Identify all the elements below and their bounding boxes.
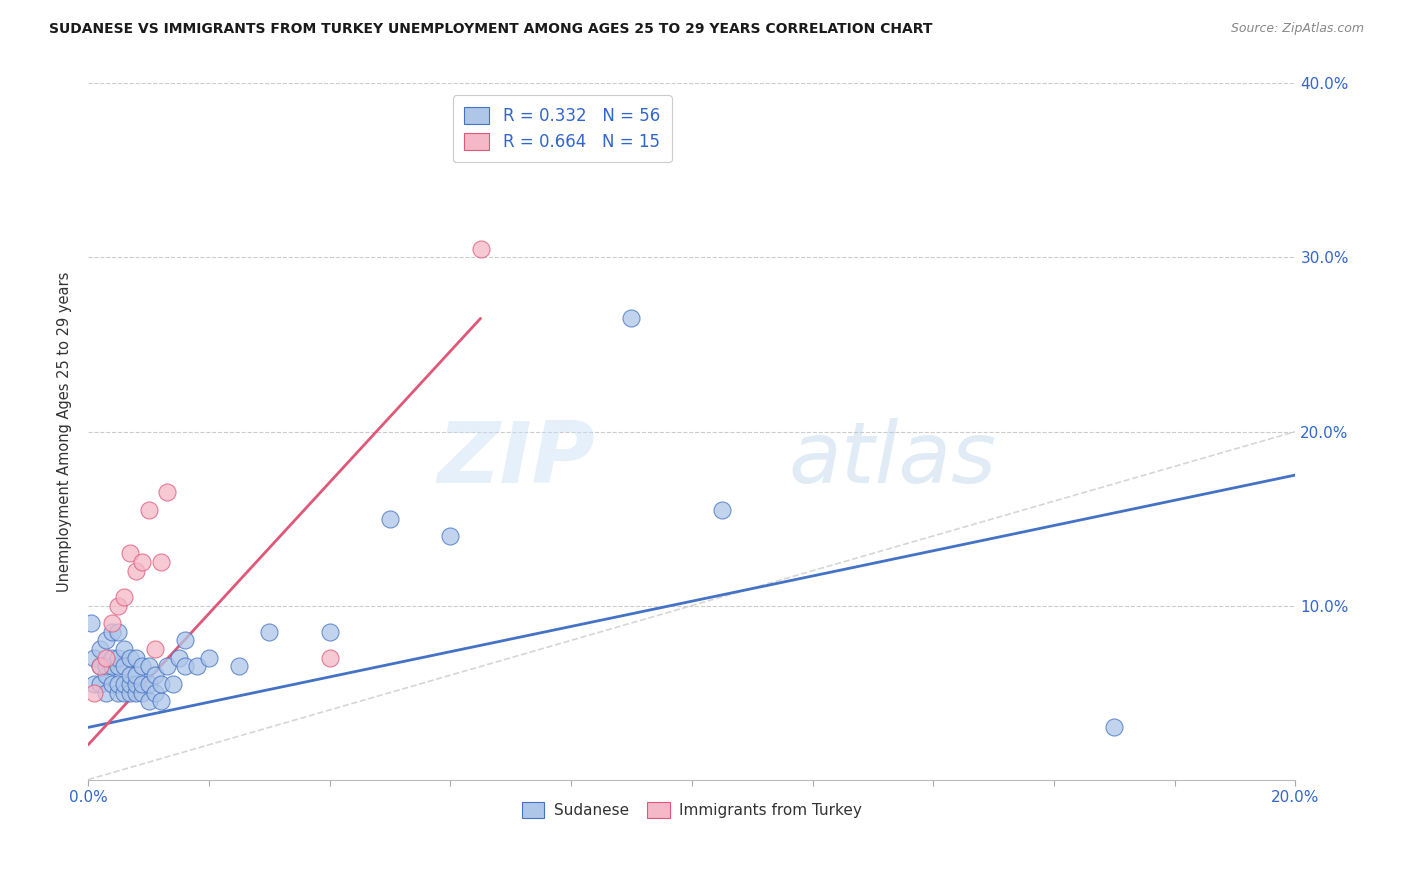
- Point: [125, 668, 148, 682]
- Point: [107, 677, 129, 691]
- Text: Source: ZipAtlas.com: Source: ZipAtlas.com: [1230, 22, 1364, 36]
- Point: [138, 659, 160, 673]
- Point: [156, 485, 179, 500]
- Point: [89, 659, 111, 673]
- Point: [96, 668, 118, 682]
- Point: [198, 650, 221, 665]
- Point: [101, 650, 124, 665]
- Point: [620, 311, 643, 326]
- Point: [143, 685, 166, 699]
- Point: [107, 599, 129, 613]
- Point: [101, 659, 124, 673]
- Point: [439, 529, 461, 543]
- Point: [143, 642, 166, 657]
- Point: [80, 615, 103, 630]
- Y-axis label: Unemployment Among Ages 25 to 29 years: Unemployment Among Ages 25 to 29 years: [58, 271, 72, 591]
- Point: [125, 677, 148, 691]
- Point: [186, 659, 208, 673]
- Point: [257, 624, 280, 639]
- Point: [96, 659, 118, 673]
- Point: [89, 642, 111, 657]
- Point: [112, 685, 135, 699]
- Point: [318, 624, 340, 639]
- Point: [107, 650, 129, 665]
- Point: [112, 590, 135, 604]
- Point: [107, 685, 129, 699]
- Point: [89, 659, 111, 673]
- Point: [138, 677, 160, 691]
- Point: [101, 624, 124, 639]
- Point: [711, 503, 734, 517]
- Point: [228, 659, 250, 673]
- Point: [149, 694, 172, 708]
- Point: [120, 685, 142, 699]
- Point: [120, 668, 142, 682]
- Point: [378, 511, 401, 525]
- Point: [83, 685, 105, 699]
- Text: atlas: atlas: [789, 417, 997, 501]
- Point: [149, 555, 172, 569]
- Point: [470, 242, 492, 256]
- Point: [162, 677, 184, 691]
- Legend: Sudanese, Immigrants from Turkey: Sudanese, Immigrants from Turkey: [516, 796, 868, 824]
- Point: [112, 677, 135, 691]
- Point: [125, 564, 148, 578]
- Point: [138, 694, 160, 708]
- Point: [120, 677, 142, 691]
- Point: [173, 659, 195, 673]
- Point: [156, 659, 179, 673]
- Point: [96, 650, 118, 665]
- Point: [107, 624, 129, 639]
- Point: [125, 685, 148, 699]
- Point: [131, 677, 153, 691]
- Point: [89, 677, 111, 691]
- Point: [83, 677, 105, 691]
- Point: [318, 650, 340, 665]
- Point: [120, 650, 142, 665]
- Point: [167, 650, 190, 665]
- Point: [107, 659, 129, 673]
- Text: SUDANESE VS IMMIGRANTS FROM TURKEY UNEMPLOYMENT AMONG AGES 25 TO 29 YEARS CORREL: SUDANESE VS IMMIGRANTS FROM TURKEY UNEMP…: [49, 22, 932, 37]
- Point: [101, 615, 124, 630]
- Point: [1104, 720, 1126, 734]
- Point: [112, 659, 135, 673]
- Point: [131, 555, 153, 569]
- Point: [96, 685, 118, 699]
- Point: [101, 677, 124, 691]
- Point: [173, 633, 195, 648]
- Text: ZIP: ZIP: [437, 417, 595, 501]
- Point: [149, 677, 172, 691]
- Point: [112, 642, 135, 657]
- Point: [131, 685, 153, 699]
- Point: [131, 659, 153, 673]
- Point: [125, 650, 148, 665]
- Point: [96, 633, 118, 648]
- Point: [143, 668, 166, 682]
- Point: [83, 650, 105, 665]
- Point: [120, 546, 142, 560]
- Point: [138, 503, 160, 517]
